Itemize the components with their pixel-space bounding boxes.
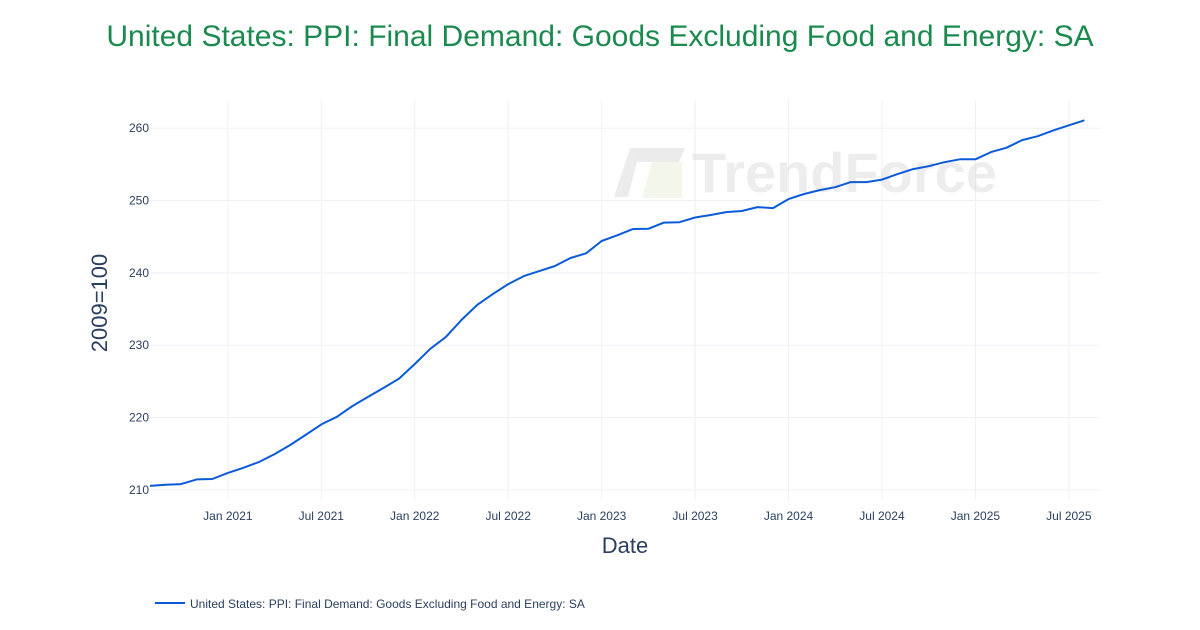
legend[interactable]: United States: PPI: Final Demand: Goods … <box>155 597 585 611</box>
x-tick-label: Jul 2023 <box>672 509 718 523</box>
y-tick-label: 210 <box>129 483 149 497</box>
y-axis-title: 2009=100 <box>87 254 112 353</box>
y-axis: 210 220 230 240 250 260 <box>129 121 149 497</box>
y-tick-label: 250 <box>129 194 149 208</box>
chart-title: United States: PPI: Final Demand: Goods … <box>106 20 1094 53</box>
grid <box>150 100 1100 500</box>
x-tick-label: Jul 2021 <box>299 509 345 523</box>
x-axis: Jan 2021 Jul 2021 Jan 2022 Jul 2022 Jan 2023… <box>203 509 1092 523</box>
y-tick-label: 240 <box>129 266 149 280</box>
y-tick-label: 230 <box>129 338 149 352</box>
x-tick-label: Jan 2025 <box>951 509 1001 523</box>
x-tick-label: Jul 2025 <box>1046 509 1092 523</box>
series-line <box>149 119 1085 487</box>
y-tick-label: 260 <box>129 121 149 135</box>
watermark-text: TrendForce <box>692 141 997 204</box>
x-tick-label: Jul 2024 <box>859 509 905 523</box>
x-axis-title: Date <box>602 533 648 558</box>
y-tick-label: 220 <box>129 411 149 425</box>
x-tick-label: Jan 2024 <box>764 509 814 523</box>
x-tick-label: Jan 2021 <box>203 509 253 523</box>
watermark-logo: TrendForce <box>614 141 997 204</box>
x-tick-label: Jan 2023 <box>577 509 627 523</box>
x-tick-label: Jul 2022 <box>486 509 532 523</box>
legend-label: United States: PPI: Final Demand: Goods … <box>190 597 585 611</box>
x-tick-label: Jan 2022 <box>390 509 440 523</box>
